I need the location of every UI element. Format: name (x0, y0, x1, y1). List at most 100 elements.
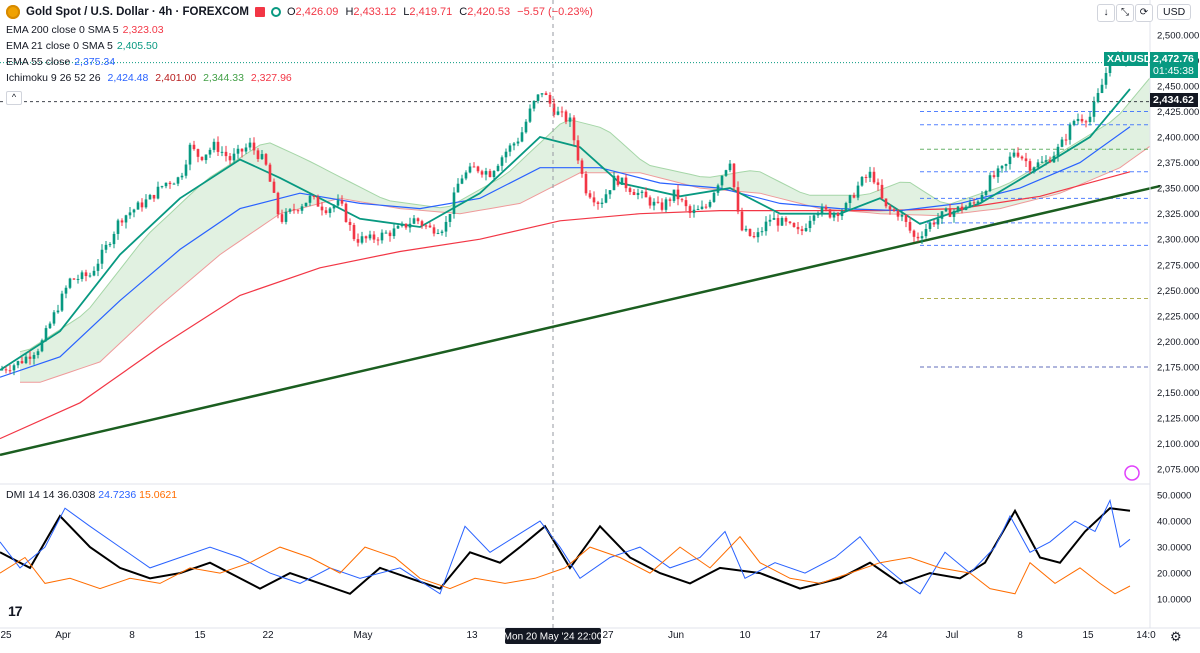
candle-body (1036, 162, 1040, 168)
candle-body (308, 195, 312, 203)
dmi-legend[interactable]: DMI 14 14 36.0308 24.7236 15.0621 (6, 489, 178, 501)
candle (500, 155, 504, 171)
candle (708, 199, 712, 209)
candle (288, 208, 292, 214)
reset-button[interactable]: ⟳ (1135, 4, 1153, 22)
candle (516, 137, 520, 147)
candle (100, 244, 104, 269)
candle (1020, 155, 1024, 161)
candle (304, 202, 308, 207)
candle-body (620, 177, 624, 185)
candle (636, 188, 640, 200)
candle (728, 160, 732, 173)
symbol-title[interactable]: Gold Spot / U.S. Dollar · 4h · FOREXCOM (26, 6, 249, 18)
collapse-legend-button[interactable]: ^ (6, 91, 22, 105)
candle (664, 197, 668, 213)
candle (472, 162, 476, 168)
low-value: 2,419.71 (409, 6, 453, 18)
candle (836, 211, 840, 222)
candle (1080, 114, 1084, 124)
candle (468, 162, 472, 174)
candle-body (316, 196, 320, 207)
candle (1076, 113, 1080, 125)
candle (908, 217, 912, 234)
candle (568, 113, 572, 128)
settings-gear-icon[interactable]: ⚙ (1170, 629, 1182, 644)
candle-body (988, 175, 992, 192)
candle-body (900, 214, 904, 217)
candle-body (788, 221, 792, 224)
candle (984, 189, 988, 197)
candle (684, 196, 688, 212)
candle (752, 231, 756, 239)
x-tick-label: 27 (602, 630, 614, 641)
candle-body (804, 228, 808, 231)
fullscreen-button[interactable]: ⤡ (1116, 4, 1134, 22)
countdown-tag: 01:45:38 (1150, 64, 1198, 78)
legend-ema200[interactable]: EMA 200 close 0 SMA 5 2,323.03 (6, 24, 164, 36)
flag-icon[interactable] (254, 7, 265, 17)
candle (960, 202, 964, 214)
gold-symbol-icon[interactable] (6, 5, 20, 19)
candle (816, 211, 820, 218)
candle (280, 209, 284, 224)
candle (308, 193, 312, 207)
candle (760, 227, 764, 236)
candle (1060, 136, 1064, 148)
candle-body (1032, 167, 1036, 171)
candle-body (200, 156, 204, 161)
candle (976, 199, 980, 206)
candle (316, 194, 320, 207)
candle-body (564, 111, 568, 122)
candle (172, 182, 176, 185)
ichimoku-span-a (19, 77, 1151, 353)
scroll-down-button[interactable]: ↓ (1097, 4, 1115, 22)
legend-ema55[interactable]: EMA 55 close 2,375.34 (6, 56, 116, 68)
candle (832, 211, 836, 222)
candle (896, 209, 900, 221)
candle (156, 181, 160, 200)
candle (680, 197, 684, 203)
candle-body (724, 170, 728, 176)
candle (716, 183, 720, 196)
candle (700, 200, 704, 210)
last-price-tag: 2,472.76 (1150, 52, 1198, 66)
candle-body (36, 351, 40, 356)
candle-body (1108, 64, 1112, 74)
candle (624, 174, 628, 192)
legend-ichimoku[interactable]: Ichimoku 9 26 52 26 2,424.48 2,401.00 2,… (6, 72, 292, 84)
candle-body (916, 236, 920, 239)
currency-selector[interactable]: USD (1157, 4, 1192, 20)
candle (1092, 96, 1096, 123)
candle-body (1072, 120, 1076, 125)
candle-body (1104, 73, 1108, 85)
candle (4, 366, 8, 374)
candle (184, 159, 188, 179)
tradingview-logo[interactable]: 17 (8, 603, 23, 619)
candle-body (80, 272, 84, 279)
candle-body (444, 221, 448, 232)
candle-body (276, 192, 280, 215)
candle (188, 142, 192, 171)
y-tick-label: 2,275.000 (1157, 260, 1199, 271)
x-tick-label: 14:0 (1136, 630, 1156, 641)
candle-body (1044, 160, 1048, 162)
candle-body (244, 147, 248, 152)
candle (108, 242, 112, 248)
candle (804, 223, 808, 232)
candle-body (84, 272, 88, 277)
candle-body (588, 193, 592, 198)
candle (612, 171, 616, 191)
adx-value: 36.0308 (57, 489, 96, 501)
candle-body (920, 236, 924, 239)
legend-ema21[interactable]: EMA 21 close 0 SMA 5 2,405.50 (6, 40, 158, 52)
candle-body (260, 154, 264, 160)
candle-body (548, 94, 552, 104)
candle-body (760, 231, 764, 233)
candle-body (796, 226, 800, 230)
candle (764, 216, 768, 236)
crosshair-time-box (505, 628, 601, 644)
candle (292, 203, 296, 214)
candle (892, 207, 896, 212)
